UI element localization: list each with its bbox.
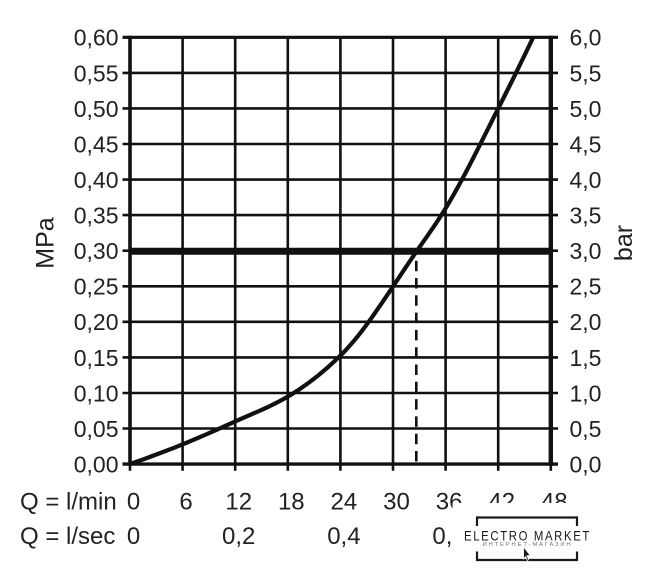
svg-text:6,0: 6,0	[570, 25, 602, 51]
svg-text:MPa: MPa	[32, 217, 60, 269]
svg-text:0,4: 0,4	[327, 523, 360, 550]
svg-text:30: 30	[383, 488, 410, 515]
svg-text:0,60: 0,60	[74, 25, 119, 51]
svg-text:1,5: 1,5	[570, 345, 602, 371]
svg-text:ИНТЕРНЕТ-МАГАЗИН: ИНТЕРНЕТ-МАГАЗИН	[483, 542, 573, 548]
svg-text:0,0: 0,0	[570, 452, 602, 478]
svg-text:0: 0	[127, 488, 140, 515]
svg-text:0,35: 0,35	[74, 203, 119, 229]
svg-text:18: 18	[278, 488, 305, 515]
svg-text:ELECTRO MARKET: ELECTRO MARKET	[464, 528, 591, 544]
svg-text:Q = l/sec: Q = l/sec	[20, 523, 115, 550]
svg-text:0,30: 0,30	[74, 238, 119, 264]
svg-text:0: 0	[127, 523, 140, 550]
svg-text:bar: bar	[610, 225, 638, 261]
svg-text:6: 6	[179, 488, 192, 515]
svg-text:0,00: 0,00	[74, 452, 119, 478]
svg-text:0,2: 0,2	[222, 523, 255, 550]
svg-text:0,40: 0,40	[74, 167, 119, 193]
svg-text:0,10: 0,10	[74, 380, 119, 406]
svg-text:Q = l/min: Q = l/min	[20, 488, 117, 515]
svg-text:3,0: 3,0	[570, 238, 602, 264]
svg-text:0,25: 0,25	[74, 274, 119, 300]
svg-text:1,0: 1,0	[570, 380, 602, 406]
svg-text:2,0: 2,0	[570, 309, 602, 335]
svg-text:0,5: 0,5	[570, 416, 602, 442]
svg-text:5,0: 5,0	[570, 96, 602, 122]
svg-text:0,20: 0,20	[74, 309, 119, 335]
svg-text:3,5: 3,5	[570, 203, 602, 229]
svg-text:4,5: 4,5	[570, 131, 602, 157]
svg-text:12: 12	[225, 488, 252, 515]
svg-text:0,15: 0,15	[74, 345, 119, 371]
svg-text:0,05: 0,05	[74, 416, 119, 442]
svg-text:0,55: 0,55	[74, 60, 119, 86]
svg-text:0,50: 0,50	[74, 96, 119, 122]
svg-text:5,5: 5,5	[570, 60, 602, 86]
svg-text:24: 24	[331, 488, 358, 515]
svg-text:4,0: 4,0	[570, 167, 602, 193]
svg-text:2,5: 2,5	[570, 274, 602, 300]
svg-text:0,45: 0,45	[74, 131, 119, 157]
